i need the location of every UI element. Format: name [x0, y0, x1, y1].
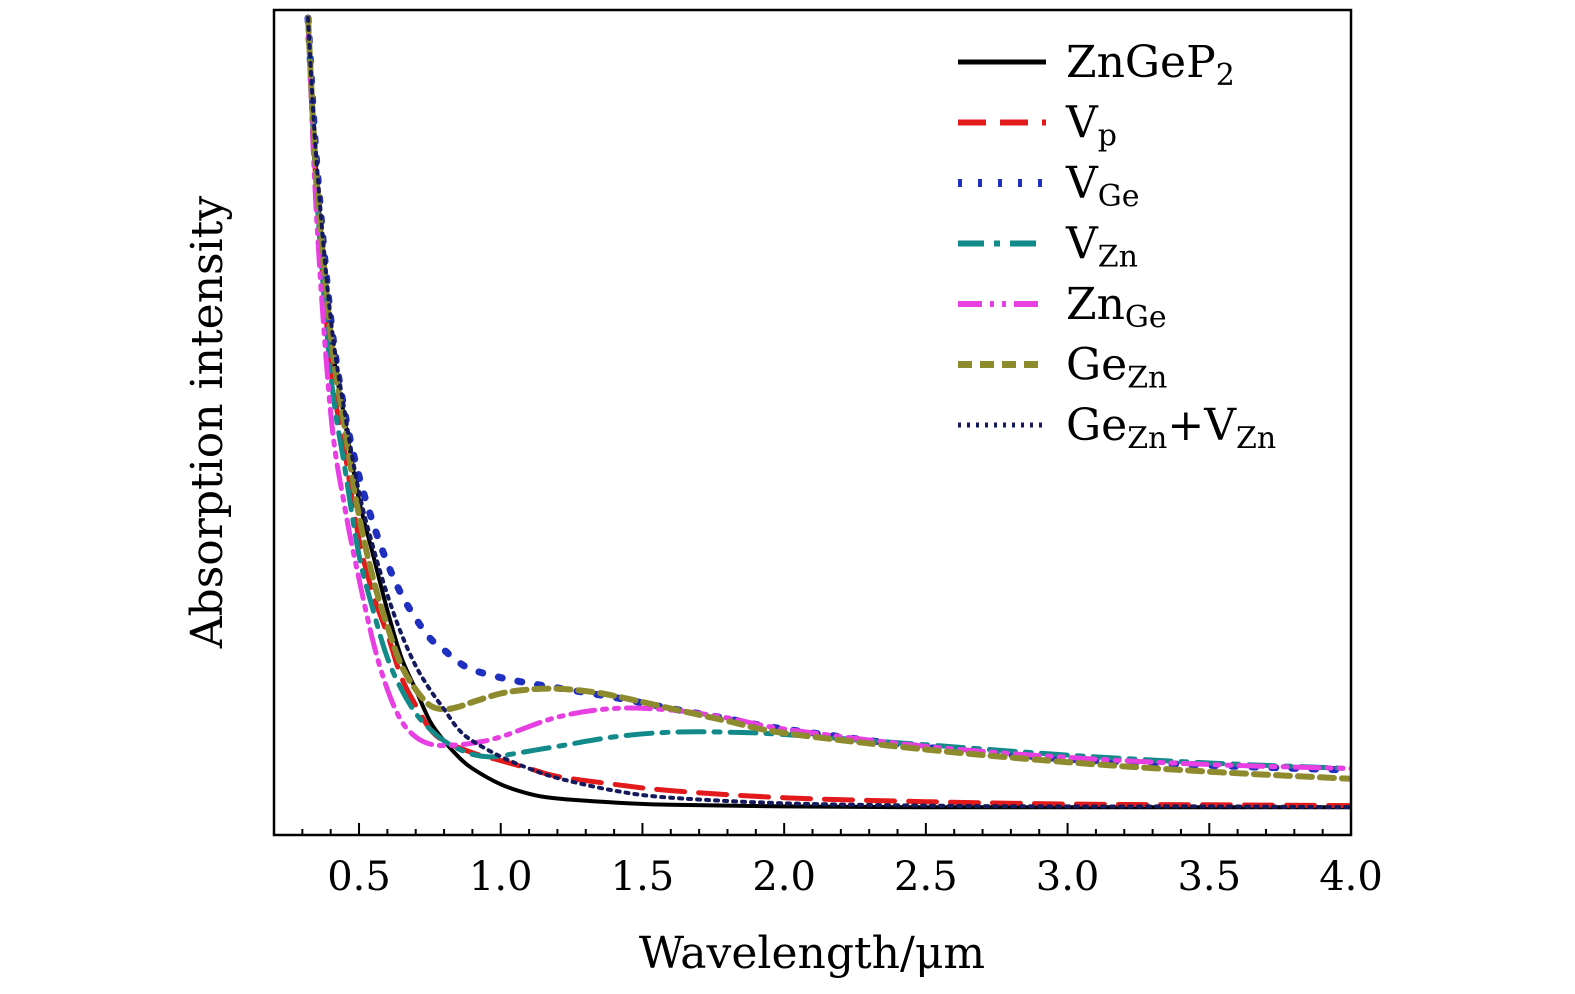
x-tick-label: 1.5: [611, 854, 675, 900]
x-axis-ticks: 0.5 1.0 1.5 2.0 2.5 3.0 3.5 4.0: [301, 823, 1383, 900]
legend-label-5: ZnGe: [1066, 279, 1167, 335]
series-line-3: [304, 14, 1351, 774]
series-layer: [304, 14, 1351, 810]
legend-label-7: GeZn+VZn: [1066, 400, 1276, 456]
series-line-4: [305, 15, 1351, 771]
y-axis-label: Absorption intensity: [182, 196, 233, 650]
series-line-6: [305, 15, 1351, 782]
series-line-7: [306, 16, 1351, 810]
legend-label-2: Vp: [1065, 98, 1117, 154]
legend-label-3: VGe: [1065, 158, 1140, 214]
x-tick-label: 0.5: [327, 854, 391, 900]
x-tick-label: 4.0: [1319, 854, 1383, 900]
x-axis-label: Wavelength/μm: [639, 928, 985, 979]
x-tick-label: 3.5: [1177, 854, 1241, 900]
legend-label-4: VZn: [1065, 219, 1138, 275]
legend-label-1: ZnGeP2: [1066, 37, 1235, 93]
legend-label-6: GeZn: [1066, 340, 1167, 396]
x-tick-label: 2.5: [894, 854, 958, 900]
x-tick-label: 1.0: [469, 854, 533, 900]
series-line-5: [305, 15, 1351, 771]
x-tick-label: 2.0: [752, 854, 816, 900]
x-tick-label: 3.0: [1036, 854, 1100, 900]
